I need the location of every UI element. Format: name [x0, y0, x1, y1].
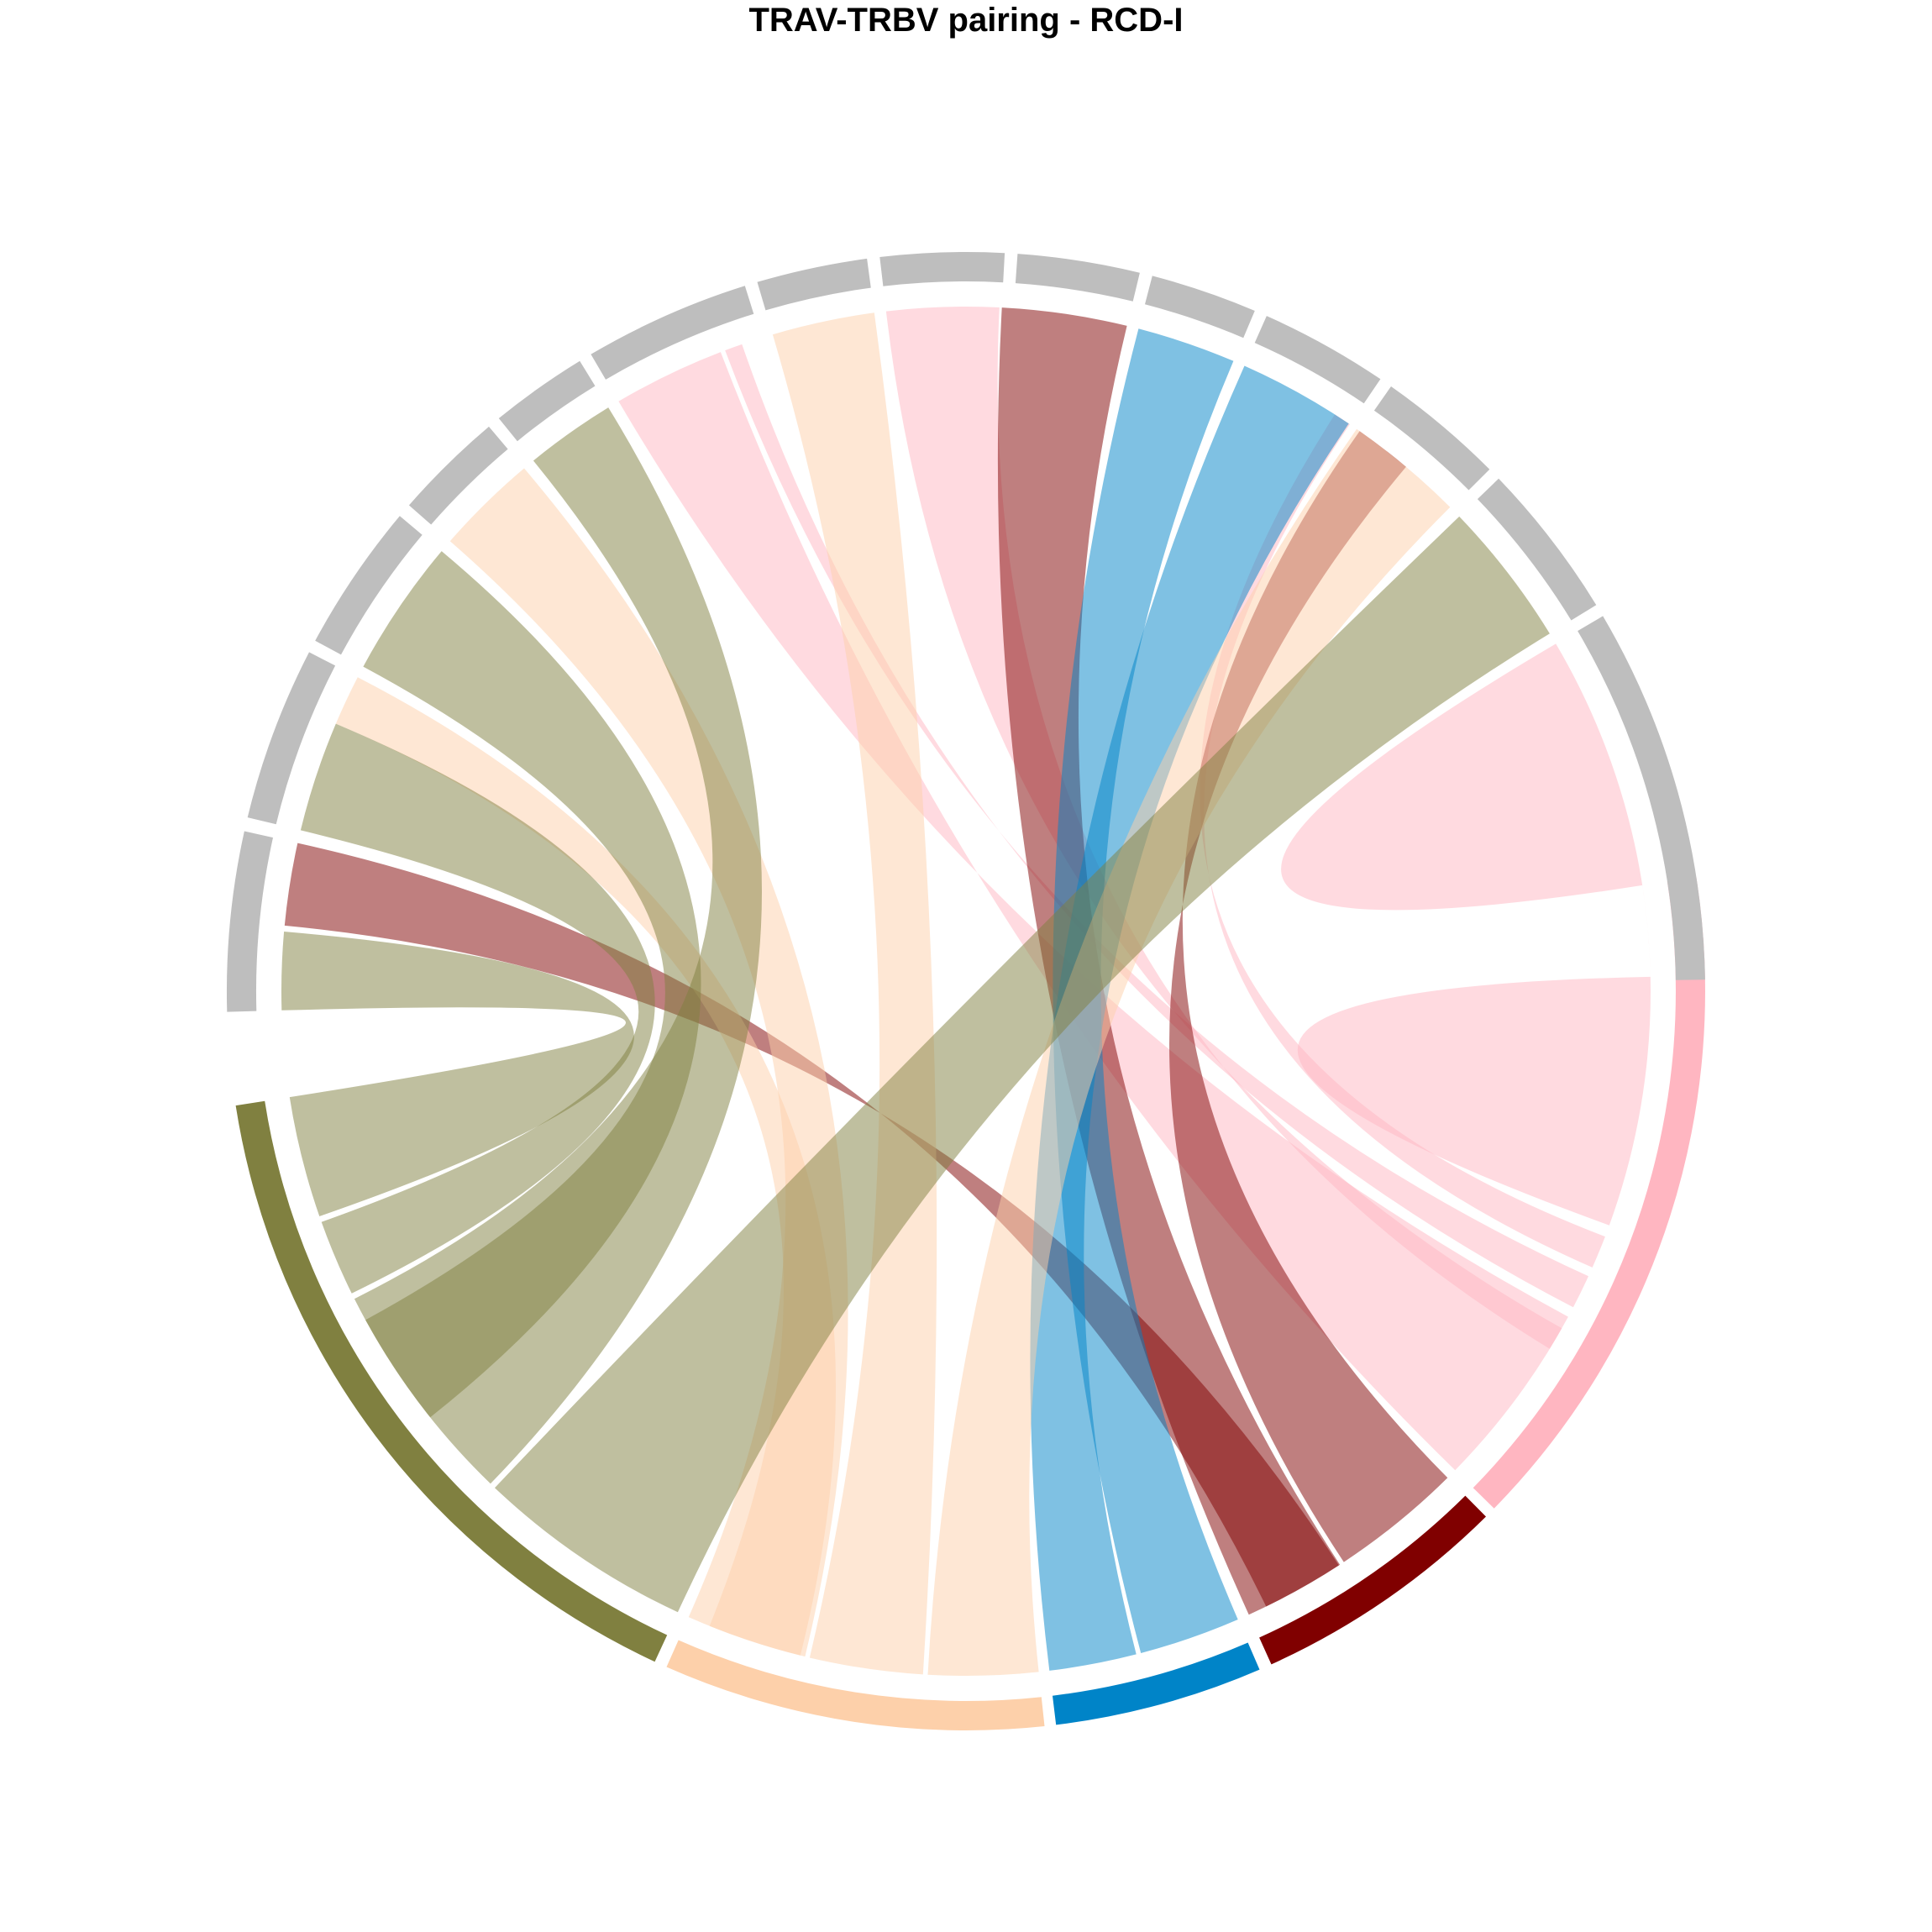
sector-track-s16 [1373, 386, 1490, 491]
tracks-layer [226, 251, 1705, 1730]
chart-title: TRAV-TRBV pairing - RCD-I [748, 2, 1184, 39]
sector-track-s7 [315, 516, 423, 655]
chord-link-10 [927, 428, 1451, 1676]
chord-link-14 [495, 516, 1550, 1613]
sector-track-s1 [1259, 1495, 1486, 1665]
sector-track-s9 [498, 360, 596, 442]
sector-track-s6 [247, 652, 336, 825]
chord-link-17 [300, 723, 655, 1294]
sector-track-s18 [1578, 616, 1705, 980]
chord-link-0 [1281, 643, 1651, 1226]
chord-link-4 [885, 307, 1562, 1349]
chord-link-16 [363, 551, 701, 1418]
chord-link-1 [1200, 414, 1605, 1268]
sector-track-s12 [879, 251, 1005, 286]
chord-link-15 [354, 407, 762, 1484]
sector-track-s3 [666, 1640, 1045, 1730]
sector-track-s17 [1477, 478, 1597, 621]
sector-track-s13 [1015, 254, 1140, 302]
chord-link-7 [284, 843, 1339, 1607]
chord-link-11 [772, 312, 937, 1675]
sector-track-s5 [226, 831, 273, 1012]
sector-track-s14 [1145, 276, 1255, 339]
sector-track-s2 [1053, 1642, 1260, 1725]
chord-link-18 [281, 932, 634, 1216]
chord-link-8 [1053, 328, 1238, 1653]
chord-link-13 [335, 677, 837, 1656]
sector-track-s8 [408, 426, 508, 525]
sector-track-s15 [1254, 316, 1381, 404]
sector-track-s10 [591, 286, 754, 380]
chord-link-3 [618, 352, 1568, 1471]
sector-track-s11 [757, 258, 871, 311]
links-layer [281, 307, 1651, 1676]
